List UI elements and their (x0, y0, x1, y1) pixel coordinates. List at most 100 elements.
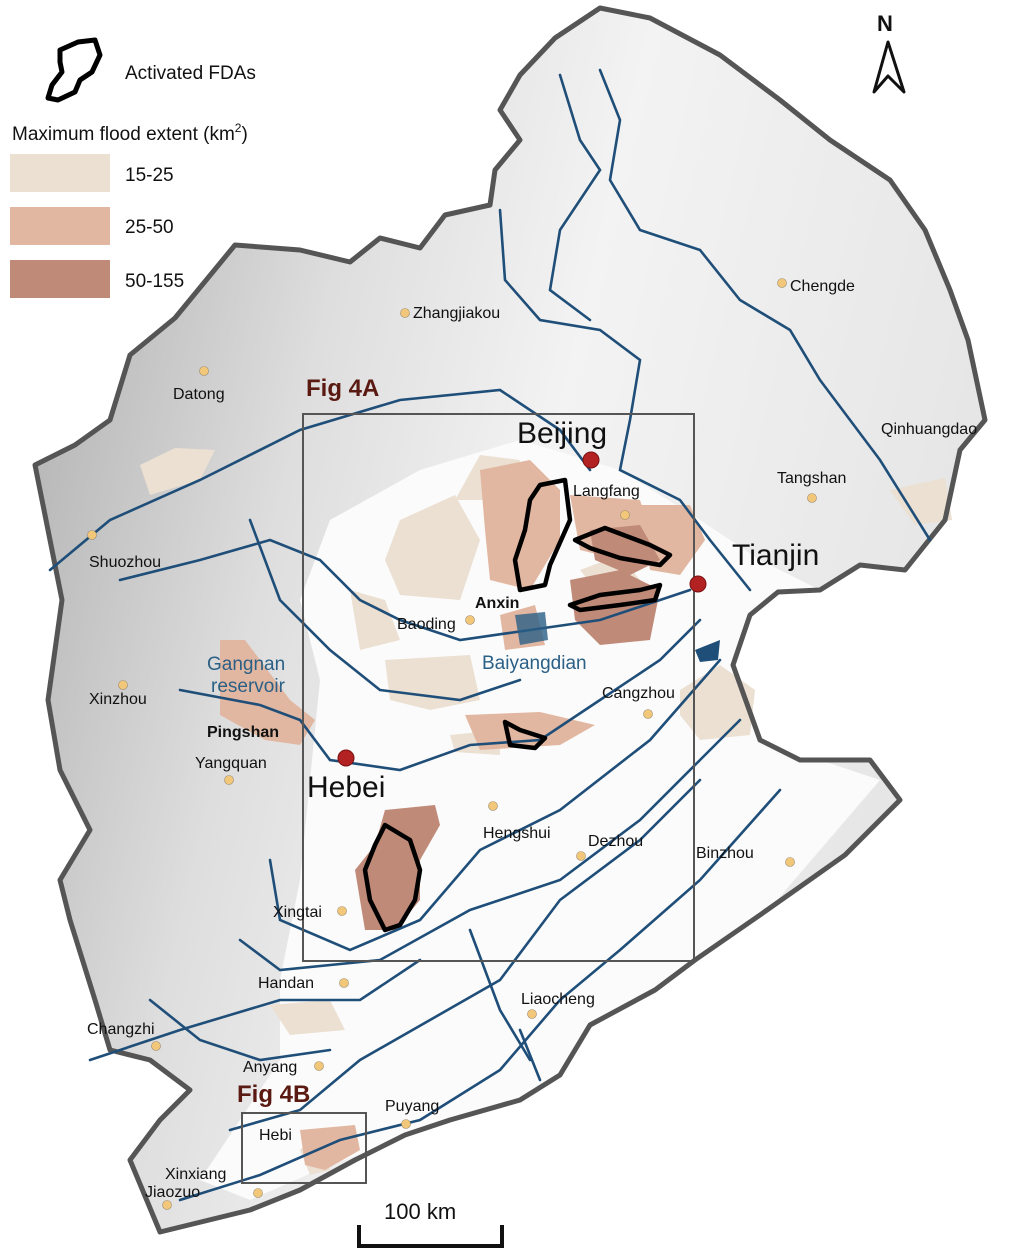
legend-swatch-50-155 (10, 260, 110, 298)
fig-4a-label: Fig 4A (306, 375, 379, 402)
beijing-dot (582, 451, 600, 469)
legend-label-50-155: 50-155 (125, 271, 184, 292)
label-xinxiang: Xinxiang (165, 1166, 226, 1183)
label-datong: Datong (173, 386, 225, 403)
city-dot (253, 1188, 263, 1198)
fig-4a-frame (302, 413, 695, 962)
river (118, 538, 692, 642)
hebei-dot (337, 749, 355, 767)
label-puyang: Puyang (385, 1098, 439, 1115)
label-beijing: Beijing (517, 417, 607, 450)
activated-fdas (362, 477, 673, 933)
label-shuozhou: Shuozhou (89, 554, 161, 571)
city-dot (401, 1119, 411, 1129)
label-tianjin: Tianjin (732, 539, 819, 572)
flood-zone-25-50 (480, 460, 560, 590)
river (178, 618, 702, 772)
baiyangdian-lake (515, 612, 548, 645)
river (548, 73, 602, 322)
label-xinzhou: Xinzhou (89, 691, 147, 708)
flood-zone-15-25 (270, 1000, 345, 1035)
scale-bar: 100 km (357, 1199, 504, 1248)
north-arrow: N (872, 11, 906, 94)
label-pingshan: Pingshan (207, 724, 279, 741)
label-changzhi: Changzhi (87, 1021, 155, 1038)
major-city-markers (337, 451, 707, 767)
city-dot (339, 978, 349, 988)
label-tangshan: Tangshan (777, 470, 846, 487)
label-hengshui: Hengshui (483, 825, 551, 842)
label-jiaozuo: Jiaozuo (145, 1184, 200, 1201)
river (238, 718, 742, 972)
river (268, 658, 722, 952)
legend-swatch-15-25 (10, 154, 110, 192)
flood-legend-title: Maximum flood extent (km2) (12, 121, 248, 145)
river (228, 778, 702, 1132)
scale-bar-label: 100 km (384, 1199, 456, 1224)
flood-zone-15-25 (350, 590, 400, 650)
label-baoding: Baoding (397, 616, 456, 633)
flood-zone-25-50 (220, 640, 315, 745)
north-arrow-icon (872, 40, 906, 94)
city-dot (314, 1061, 324, 1071)
city-dot (488, 801, 498, 811)
river (148, 998, 332, 1062)
city-dot (224, 775, 234, 785)
fig-4b-frame (241, 1112, 367, 1184)
river (178, 788, 782, 1202)
label-anyang: Anyang (243, 1059, 297, 1076)
label-zhangjiakou: Zhangjiakou (413, 305, 500, 322)
city-dot (87, 530, 97, 540)
label-hebi: Hebi (259, 1127, 292, 1144)
fda-legend-label: Activated FDAs (125, 63, 256, 84)
city-dot (118, 680, 128, 690)
label-baiyangdian: Baiyangdian (482, 653, 587, 674)
fda-outline (567, 582, 663, 613)
label-hebei: Hebei (307, 771, 385, 804)
city-dot (465, 615, 475, 625)
label-binzhou: Binzhou (696, 845, 754, 862)
city-dot (151, 1041, 161, 1051)
city-dot (337, 906, 347, 916)
label-liaocheng: Liaocheng (521, 991, 595, 1008)
label-dezhou: Dezhou (588, 833, 643, 850)
flood-zone-15-25 (140, 448, 215, 495)
river (88, 958, 422, 1062)
flood-zone-25-50 (300, 1125, 360, 1170)
river (468, 928, 532, 1062)
tianjin-dot (689, 575, 707, 593)
scale-bar-line (357, 1225, 504, 1248)
label-gangnan: Gangnan (207, 654, 285, 675)
label-xingtai: Xingtai (273, 904, 322, 921)
fda-outline (362, 822, 423, 933)
river (248, 518, 522, 702)
fda-outline (502, 719, 548, 751)
coastal-water (695, 640, 720, 662)
city-dot (777, 278, 787, 288)
river (598, 68, 932, 542)
label-reservoir: reservoir (211, 676, 286, 697)
legend-swatch-25-50 (10, 207, 110, 245)
city-markers (87, 278, 817, 1210)
city-dot (576, 851, 586, 861)
label-handan: Handan (258, 975, 314, 992)
fig-4b-label: Fig 4B (237, 1081, 310, 1108)
fda-outline (512, 477, 573, 593)
legend-label-25-50: 25-50 (125, 217, 174, 238)
city-dot (527, 1009, 537, 1019)
flood-zone-15-25 (385, 655, 480, 710)
city-dot (620, 510, 630, 520)
fda-outline (572, 525, 673, 568)
city-dot (162, 1200, 172, 1210)
city-dot (807, 493, 817, 503)
label-cangzhou: Cangzhou (602, 685, 675, 702)
fda-legend-icon (45, 37, 103, 103)
city-labels: Zhangjiakou Chengde Datong Qinhuangdao T… (87, 278, 977, 1201)
label-qinhuangdao: Qinhuangdao (881, 421, 977, 438)
label-chengde: Chengde (790, 278, 855, 295)
flood-zone-15-25 (385, 495, 480, 600)
flood-zone-50-155 (355, 805, 440, 930)
legend-label-15-25: 15-25 (125, 165, 174, 186)
label-yangquan: Yangquan (195, 755, 267, 772)
